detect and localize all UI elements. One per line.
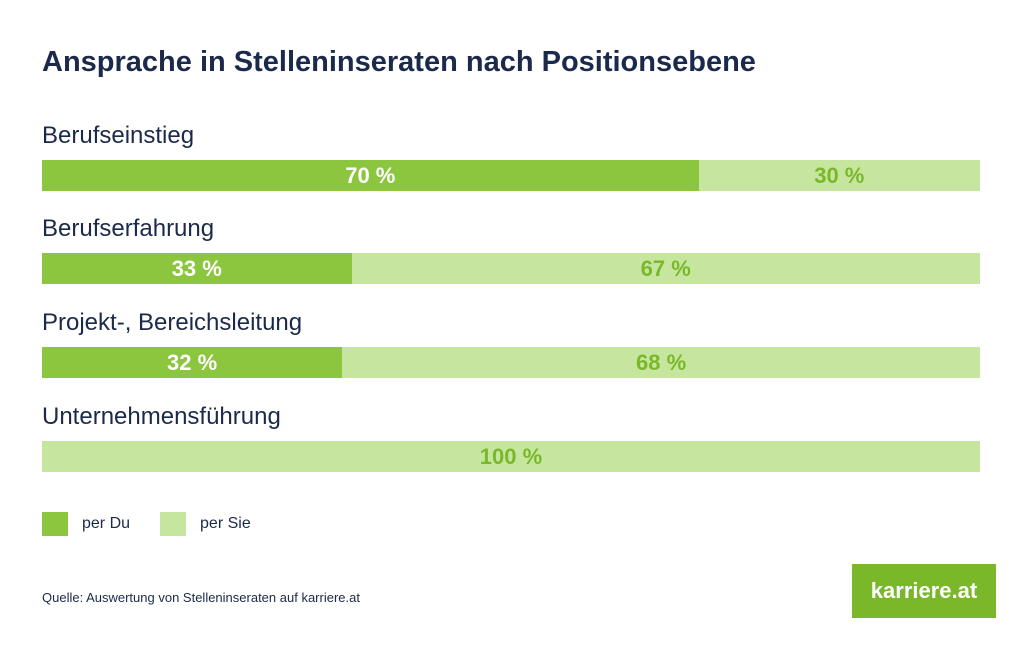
legend-swatch: [160, 512, 187, 536]
bar-segment-sie: 30 %: [698, 160, 980, 191]
source-note: Quelle: Auswertung von Stelleninseraten …: [42, 590, 360, 605]
bar-row: 32 % 68 %: [42, 347, 980, 378]
legend-label: per Sie: [200, 515, 251, 532]
bar-row: 100 %: [42, 441, 980, 472]
category-label: Berufseinstieg: [42, 122, 195, 149]
bar-row: 33 % 67 %: [42, 253, 980, 284]
bar-segment-sie: 100 %: [42, 441, 980, 472]
bar-segment-du: 70 %: [42, 160, 699, 191]
data-label: 32 %: [167, 349, 218, 375]
category-label: Unternehmensführung: [42, 403, 281, 430]
karriere-logo: karriere.at: [852, 564, 996, 618]
data-label: 70 %: [345, 162, 396, 188]
legend-swatch: [42, 512, 68, 536]
bar-segment-sie: 68 %: [342, 347, 980, 378]
data-label: 33 %: [171, 255, 222, 281]
category-label: Berufserfahrung: [42, 215, 215, 242]
data-label: 100 %: [479, 443, 543, 469]
legend-label: per Du: [82, 515, 131, 532]
bar-segment-du: 33 %: [42, 253, 352, 284]
data-label: 67 %: [640, 255, 691, 281]
legend: per Du per Sie: [42, 512, 281, 536]
bar-row: 70 % 30 %: [42, 160, 980, 191]
legend-item: per Du: [42, 512, 130, 536]
bar-segment-du: 32 %: [42, 347, 343, 378]
bar-segment-sie: 67 %: [351, 253, 980, 284]
data-label: 68 %: [635, 349, 687, 375]
data-label: 30 %: [814, 162, 865, 188]
category-label: Projekt-, Bereichsleitung: [42, 309, 303, 336]
chart-title: Ansprache in Stelleninseraten nach Posit…: [42, 46, 756, 78]
legend-item: per Sie: [160, 512, 251, 536]
